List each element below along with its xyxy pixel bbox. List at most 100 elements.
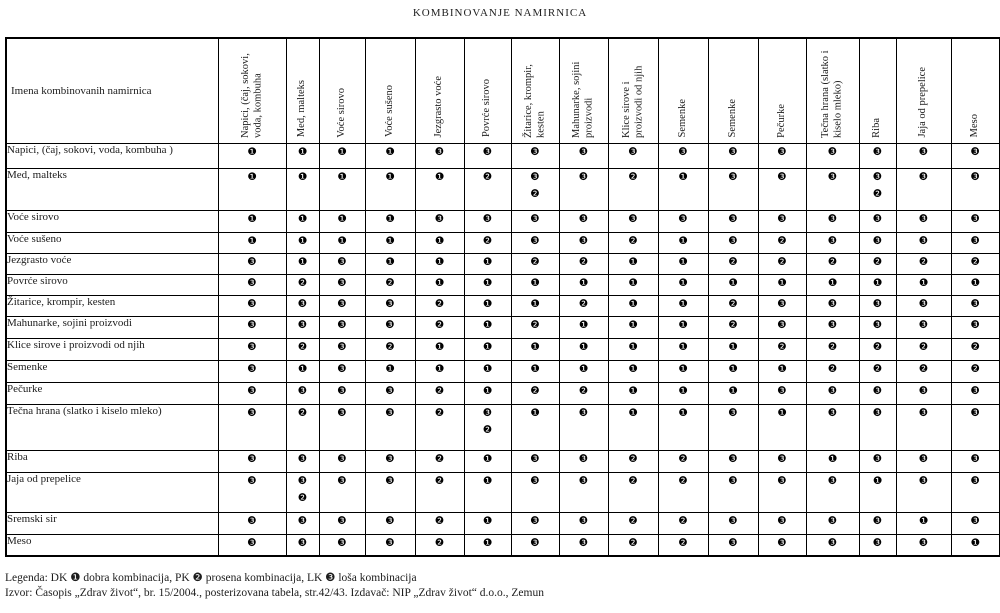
rating-symbol: ❷: [970, 362, 980, 375]
rating-symbol: ❶: [434, 170, 445, 183]
rating-symbol: ❷: [777, 255, 787, 268]
table-row: Pečurke ❸ ❸ ❸ ❸ ❷ ❶ ❷ ❷ ❶ ❶ ❶ ❸ ❸ ❸ ❸ ❸: [5, 381, 1000, 405]
rating-symbol: ❶: [827, 452, 838, 465]
rating-symbol: ❷: [872, 340, 883, 353]
rating-symbol: ❶: [777, 362, 787, 375]
table-cell: ❶: [657, 403, 709, 451]
rating-symbol: ❸: [434, 145, 445, 158]
rating-symbol: ❸: [247, 474, 257, 487]
table-cell: ❸: [805, 381, 860, 405]
table-cell: ❷: [657, 471, 709, 513]
rating-symbol: ❸: [827, 406, 838, 419]
rating-symbol: ❸: [628, 212, 638, 225]
table-cell: ❶: [657, 359, 709, 383]
rating-symbol: ❶: [578, 318, 589, 331]
row-label: Meso: [5, 533, 219, 557]
rating-symbol: ❷: [872, 187, 883, 200]
table-cell: ❷: [414, 294, 465, 317]
rating-symbol: ❷: [678, 452, 688, 465]
table-row: Jaja od prepelice ❸ ❸ ❷ ❸ ❸ ❷ ❶ ❸ ❸ ❷ ❷ ❸ ❸ ❸ ❶ ❸ ❸: [5, 471, 1000, 513]
rating-symbol: ❸: [247, 384, 257, 397]
row-label: Tečna hrana (slatko i kiselo mleko): [5, 403, 219, 451]
column-header-label: Klice sirove i proizvodi od njih: [620, 65, 644, 138]
table-cell: ❸: [707, 449, 759, 473]
rating-symbol: ❸: [827, 234, 838, 247]
table-cell: ❶: [414, 359, 465, 383]
rating-symbol: ❶: [337, 234, 347, 247]
rating-symbol: ❸: [482, 212, 493, 225]
table-cell: ❷: [950, 337, 1000, 361]
table-cell: ❸: [318, 511, 366, 535]
rating-symbol: ❸: [530, 212, 540, 225]
table-cell: ❶: [858, 273, 897, 296]
table-cell: ❸: [757, 315, 807, 339]
table-cell: ❸: [858, 511, 897, 535]
table-cell: ❶: [607, 273, 659, 296]
rating-symbol: ❷: [728, 318, 738, 331]
rating-symbol: ❸: [728, 474, 738, 487]
table-cell: ❷: [364, 337, 416, 361]
table-cell: ❶: [364, 231, 416, 254]
table-cell: ❷: [285, 273, 320, 296]
table-cell: ❸: [707, 209, 759, 233]
table-cell: ❷: [607, 533, 659, 557]
rating-symbol: ❶: [297, 362, 308, 375]
table-cell: ❸: [950, 142, 1000, 169]
table-cell: ❶: [607, 294, 659, 317]
table-cell: ❸: [558, 142, 609, 169]
rating-symbol: ❸: [777, 212, 787, 225]
table-cell: ❶: [364, 252, 416, 275]
rating-symbol: ❶: [918, 514, 929, 527]
rating-symbol: ❷: [827, 340, 838, 353]
table-cell: ❸: [895, 142, 952, 169]
rating-symbol: ❶: [728, 340, 738, 353]
table-cell: ❸: [805, 142, 860, 169]
rating-symbol: ❸: [970, 474, 980, 487]
table-cell: ❷: [510, 315, 560, 339]
row-label: Jaja od prepelice: [5, 471, 219, 513]
row-label: Sremski sir: [5, 511, 219, 535]
rating-symbol: ❸: [918, 384, 929, 397]
table-cell: ❷: [607, 231, 659, 254]
rating-symbol: ❸: [578, 452, 589, 465]
column-header-label: Mahunarke, sojini proizvodi: [571, 61, 595, 138]
rating-symbol: ❶: [385, 170, 395, 183]
rating-symbol: ❷: [530, 384, 540, 397]
table-cell: ❶: [510, 359, 560, 383]
rating-symbol: ❸: [872, 234, 883, 247]
rating-symbol: ❶: [678, 234, 688, 247]
rating-symbol: ❸: [872, 145, 883, 158]
row-label: Med, malteks: [5, 167, 219, 211]
rating-symbol: ❷: [777, 340, 787, 353]
table-cell: ❸: [558, 167, 609, 211]
table-cell: ❸: [558, 449, 609, 473]
table-cell: ❶: [707, 337, 759, 361]
table-cell: ❶: [217, 167, 287, 211]
rating-symbol: ❶: [628, 384, 638, 397]
table-cell: ❷: [607, 511, 659, 535]
rating-symbol: ❷: [970, 255, 980, 268]
table-cell: ❸: [858, 294, 897, 317]
rating-symbol: ❶: [482, 340, 493, 353]
rating-symbol: ❷: [827, 255, 838, 268]
table-cell: ❸: [318, 294, 366, 317]
table-cell: ❷: [805, 252, 860, 275]
rating-symbol: ❶: [827, 276, 838, 289]
table-cell: ❸: [364, 471, 416, 513]
table-cell: ❸: [558, 533, 609, 557]
rating-symbol: ❸: [337, 514, 347, 527]
rating-symbol: ❸: [827, 297, 838, 310]
rating-symbol: ❷: [297, 340, 308, 353]
column-header: Povrće sirovo: [463, 37, 512, 144]
rating-symbol: ❶: [530, 276, 540, 289]
column-header-label: Voće sirovo: [335, 87, 347, 138]
rating-symbol: ❸: [728, 406, 738, 419]
rating-symbol: ❸: [530, 452, 540, 465]
table-cell: ❸: [217, 359, 287, 383]
table-cell: ❸: [707, 533, 759, 557]
table-cell: ❷: [285, 403, 320, 451]
rating-symbol: ❸: [728, 514, 738, 527]
table-cell: ❷: [364, 273, 416, 296]
rating-symbol: ❸: [970, 318, 980, 331]
